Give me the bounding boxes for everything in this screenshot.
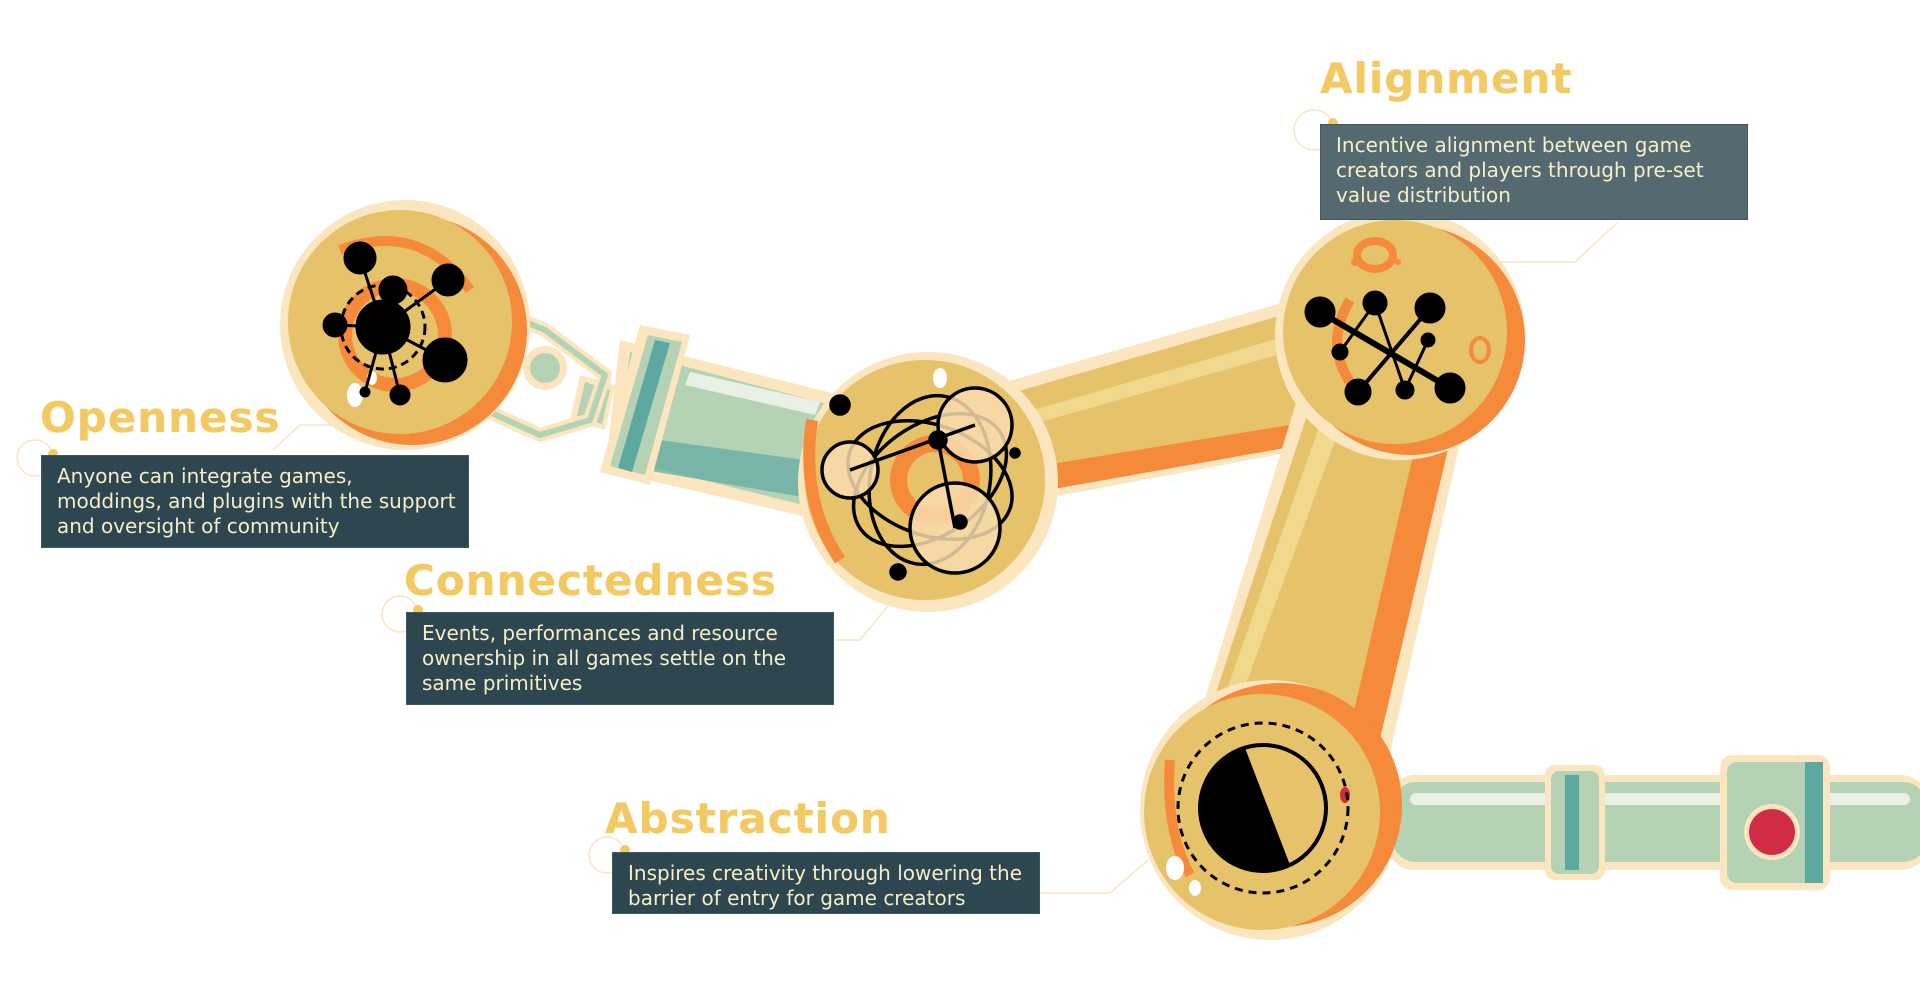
openness-title: Openness <box>40 393 281 442</box>
openness-joint <box>280 200 530 450</box>
alignment-description: Incentive alignment between game creator… <box>1320 124 1748 220</box>
abstraction-title: Abstraction <box>605 794 891 843</box>
abstraction-joint <box>1140 680 1402 940</box>
connectedness-description: Events, performances and resource owners… <box>406 612 834 705</box>
alignment-title: Alignment <box>1320 54 1573 103</box>
right-pipe <box>1385 755 1920 890</box>
abstraction-description: Inspires creativity through lowering the… <box>612 852 1040 914</box>
openness-network-icon <box>322 241 468 406</box>
connectedness-orbit-icon <box>820 386 1021 581</box>
openness-description: Anyone can integrate games, moddings, an… <box>41 455 469 548</box>
upper-arm <box>960 295 1355 505</box>
alignment-network-icon <box>1304 290 1466 406</box>
lower-arm <box>1200 390 1465 775</box>
abstraction-dial-icon <box>1176 721 1350 895</box>
alignment-joint <box>1275 210 1525 460</box>
connectedness-title: Connectedness <box>404 556 777 605</box>
connectedness-joint <box>798 352 1058 612</box>
left-pipe <box>463 298 860 520</box>
